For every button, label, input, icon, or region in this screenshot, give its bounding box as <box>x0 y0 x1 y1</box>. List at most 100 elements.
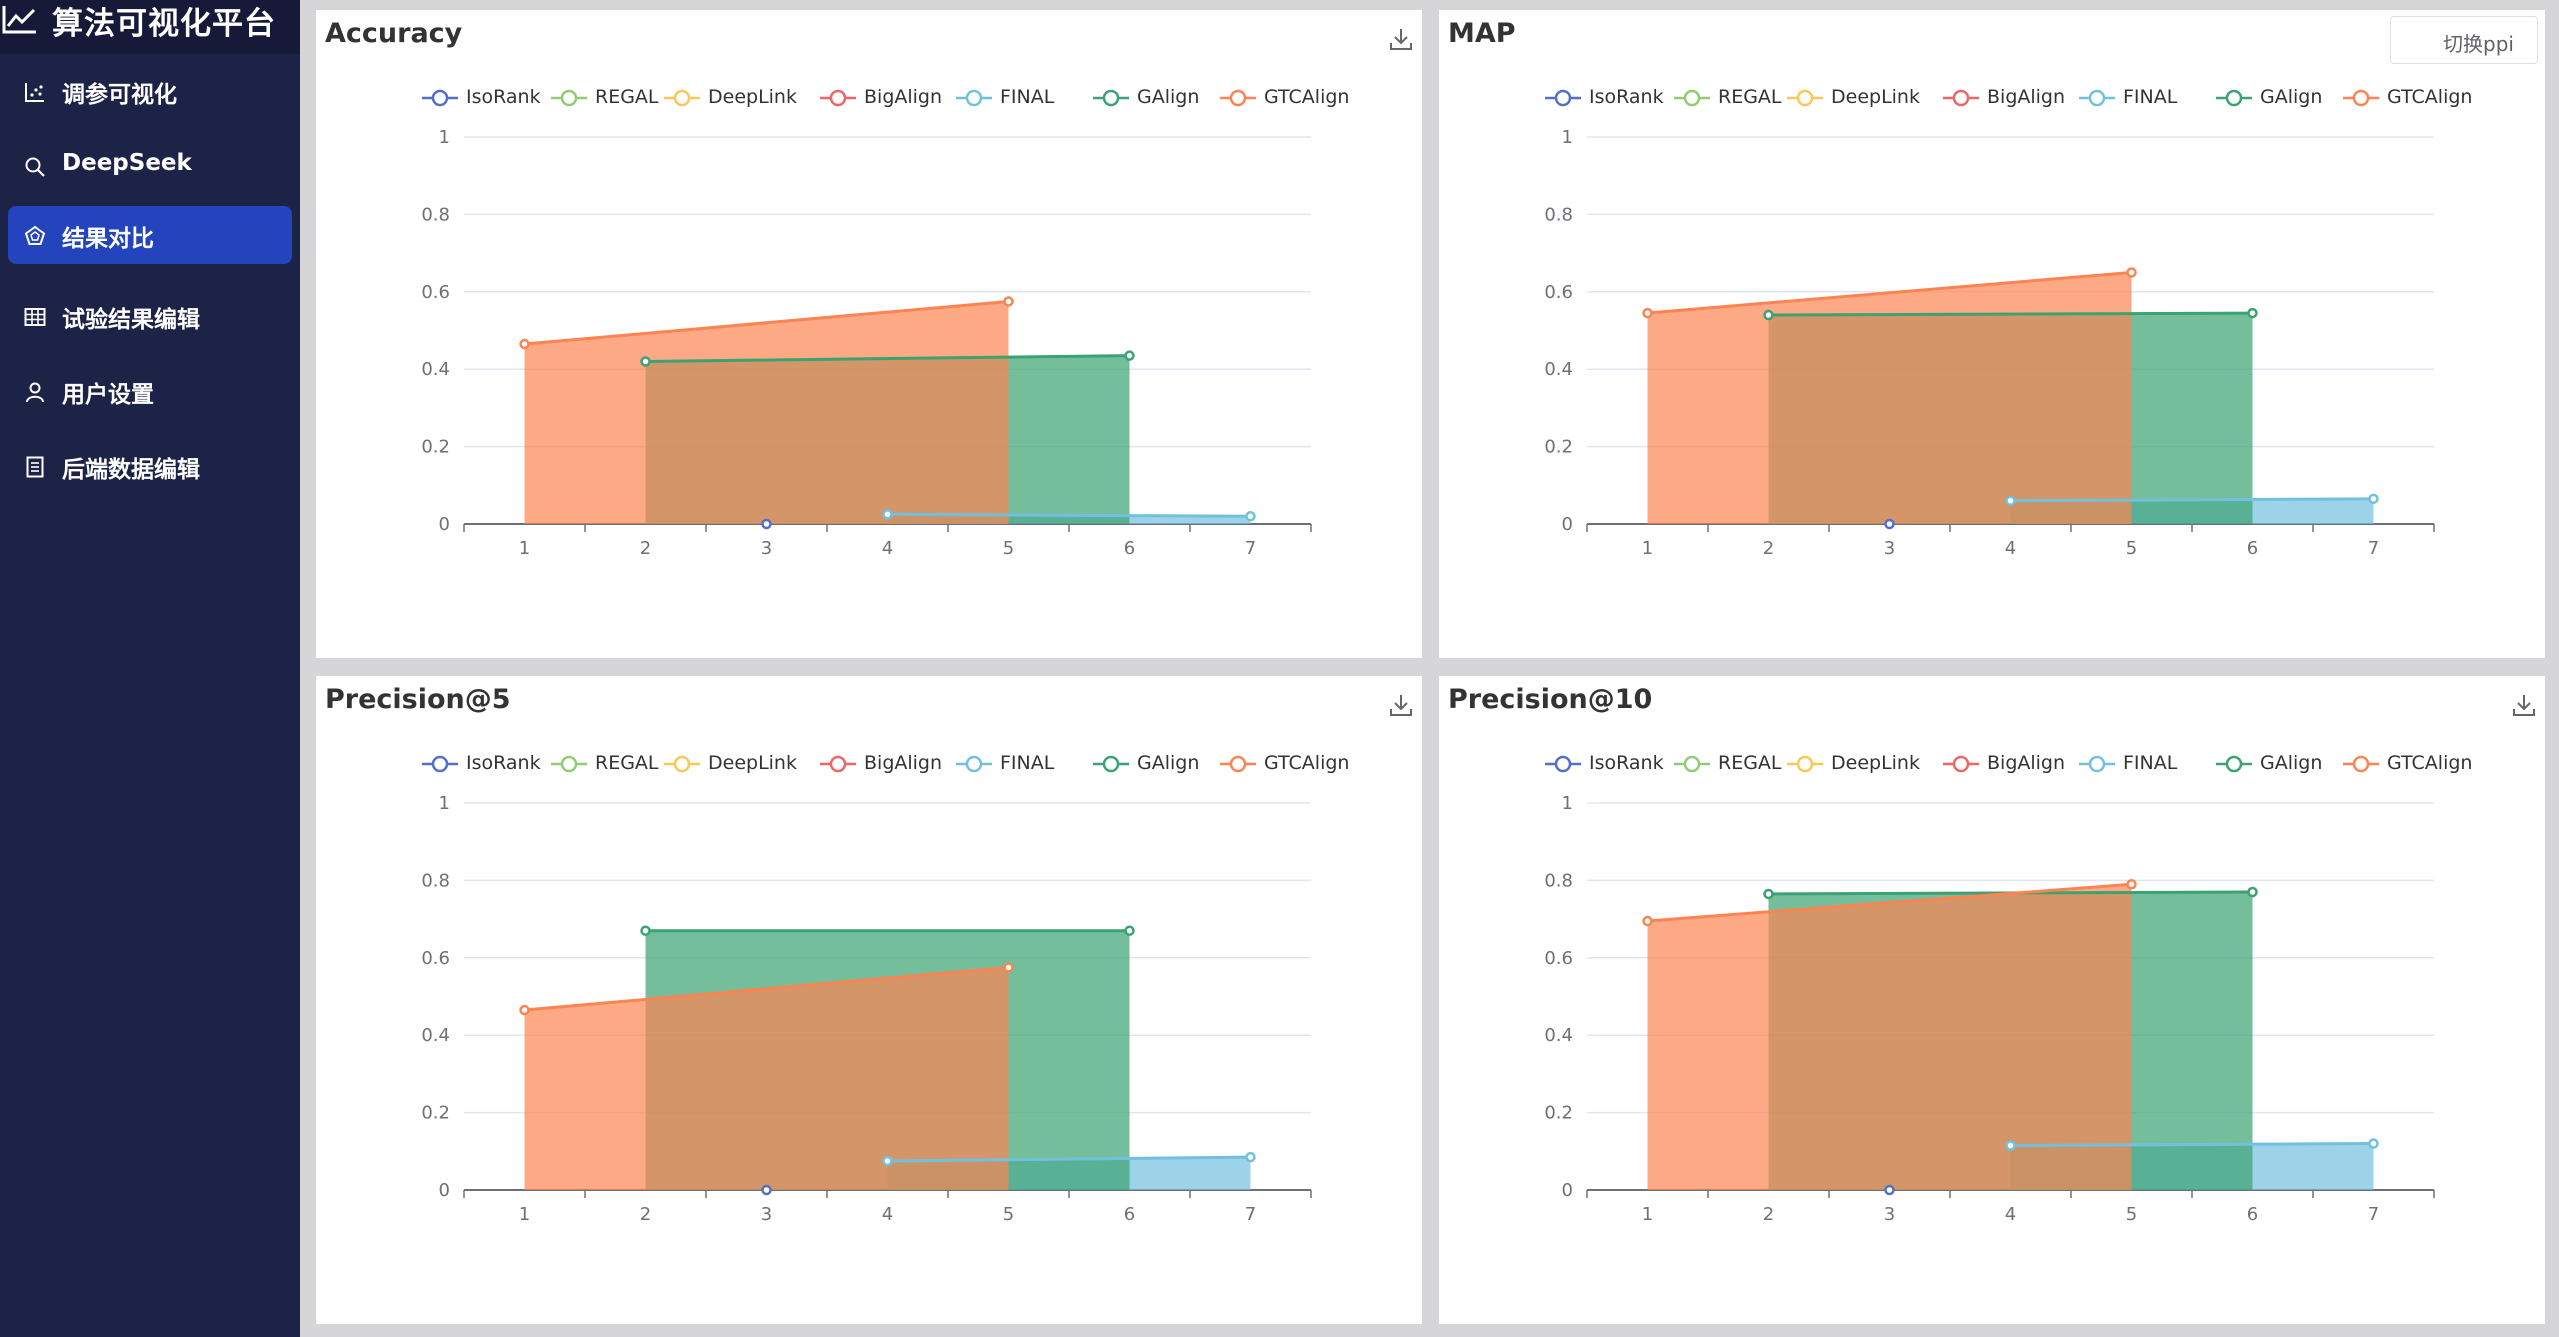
x-tick-label: 5 <box>1003 1204 1014 1225</box>
download-icon[interactable] <box>2511 692 2537 718</box>
legend-marker-icon <box>1220 89 1256 107</box>
y-tick-label: 0.6 <box>1544 282 1573 303</box>
legend-marker-icon <box>664 755 700 773</box>
chart-legend: IsoRank REGAL DeepLink BigAlign FINAL GAlign G… <box>316 750 1422 780</box>
y-tick-label: 1 <box>439 127 450 148</box>
x-tick-label: 2 <box>640 538 651 559</box>
download-icon[interactable] <box>1388 692 1414 718</box>
x-tick-label: 1 <box>519 538 530 559</box>
legend-label: BigAlign <box>864 86 943 108</box>
x-tick-label: 4 <box>882 1204 893 1225</box>
y-tick-label: 0.8 <box>421 870 450 891</box>
legend-label: GTCAlign <box>2387 86 2473 108</box>
data-point-galign <box>2247 307 2258 319</box>
x-tick-label: 2 <box>1763 538 1774 559</box>
legend-label: FINAL <box>2123 86 2178 108</box>
download-icon[interactable] <box>1388 26 1414 52</box>
chart-panel-accuracy: Accuracy IsoRank REGAL DeepLink BigAlign FIN… <box>316 10 1422 658</box>
chart-title: Precision@10 <box>1448 684 1653 715</box>
legend-marker-icon <box>422 89 458 107</box>
legend-label: REGAL <box>595 86 659 108</box>
chart-legend: IsoRank REGAL DeepLink BigAlign FINAL GAlign G… <box>1439 84 2545 114</box>
legend-label: IsoRank <box>466 752 541 774</box>
x-tick-label: 2 <box>640 1204 651 1225</box>
legend-marker-icon <box>2343 755 2379 773</box>
y-tick-label: 0.4 <box>1544 359 1573 380</box>
x-tick-label: 6 <box>1124 538 1135 559</box>
x-tick-label: 7 <box>1245 538 1256 559</box>
legend-marker-icon <box>1787 89 1823 107</box>
sidebar-item-backend-data-edit[interactable]: 后端数据编辑 <box>8 437 292 495</box>
x-tick-label: 4 <box>2005 1204 2016 1225</box>
sidebar-item-experiment-edit[interactable]: 试验结果编辑 <box>8 287 292 345</box>
chart-title: Precision@5 <box>325 684 511 715</box>
document-icon <box>26 456 44 478</box>
switch-ppi-label: 切换ppi <box>2443 32 2514 56</box>
data-point-galign <box>1124 350 1135 361</box>
data-point-galign <box>640 356 651 367</box>
legend-label: REGAL <box>1718 86 1782 108</box>
x-tick-label: 4 <box>2005 538 2016 559</box>
chart-title: Accuracy <box>325 18 463 49</box>
legend-label: BigAlign <box>864 752 943 774</box>
area-chart: 0 0.2 0.4 0.6 0.8 1 1 2 3 4 5 6 7 <box>421 793 1312 1225</box>
sidebar-item-param-visualization[interactable]: 调参可视化 <box>8 62 292 120</box>
legend-marker-icon <box>1674 89 1710 107</box>
data-point-isorank <box>1884 1184 1895 1196</box>
data-point-gtcalign <box>2126 267 2137 278</box>
sidebar-item-label: DeepSeek <box>62 150 192 176</box>
legend-label: FINAL <box>1000 752 1055 774</box>
legend-label: REGAL <box>595 752 659 774</box>
sidebar-item-user-settings[interactable]: 用户设置 <box>8 362 292 420</box>
data-point-gtcalign <box>1003 296 1014 307</box>
legend-marker-icon <box>551 755 587 773</box>
x-tick-label: 3 <box>1884 538 1895 559</box>
data-point-isorank <box>761 1184 772 1196</box>
x-tick-label: 3 <box>761 538 772 559</box>
y-tick-label: 0.2 <box>421 1103 450 1124</box>
legend-marker-icon <box>422 755 458 773</box>
y-tick-label: 0.4 <box>421 359 450 380</box>
data-point-final <box>2005 495 2016 507</box>
legend-label: DeepLink <box>1831 86 1920 108</box>
data-point-isorank <box>761 518 772 530</box>
line-chart-icon <box>2 6 36 34</box>
data-point-galign <box>640 925 651 936</box>
series-line-final <box>887 512 1251 518</box>
legend-marker-icon <box>1220 755 1256 773</box>
legend-marker-icon <box>820 89 856 107</box>
y-tick-label: 1 <box>1562 793 1573 814</box>
y-tick-label: 0.8 <box>1544 870 1573 891</box>
legend-label: DeepLink <box>708 752 797 774</box>
sidebar-item-label: 后端数据编辑 <box>62 457 200 483</box>
sidebar-item-result-comparison[interactable]: 结果对比 <box>8 206 292 264</box>
sidebar-item-deepseek[interactable]: DeepSeek <box>8 137 292 195</box>
data-point-galign <box>1763 888 1774 900</box>
y-tick-label: 0.8 <box>1544 204 1573 225</box>
x-tick-label: 1 <box>1642 538 1653 559</box>
x-tick-label: 6 <box>2247 1204 2258 1225</box>
user-icon <box>26 382 44 403</box>
x-tick-label: 5 <box>2126 1204 2137 1225</box>
legend-marker-icon <box>956 755 992 773</box>
legend-marker-icon <box>2079 89 2115 107</box>
data-point-gtcalign <box>519 1004 530 1016</box>
y-tick-label: 0.8 <box>421 204 450 225</box>
switch-ppi-button[interactable]: 切换ppi <box>2390 16 2538 64</box>
x-tick-label: 7 <box>2368 1204 2379 1225</box>
x-tick-label: 1 <box>519 1204 530 1225</box>
legend-marker-icon <box>956 89 992 107</box>
series-line-gtcalign <box>524 965 1009 1012</box>
sidebar-item-label: 调参可视化 <box>62 82 177 108</box>
brand-header: 算法可视化平台 <box>0 0 300 54</box>
legend-marker-icon <box>664 89 700 107</box>
legend-label: GTCAlign <box>1264 752 1350 774</box>
y-tick-label: 0 <box>439 1180 450 1201</box>
legend-marker-icon <box>1093 755 1129 773</box>
x-tick-label: 5 <box>2126 538 2137 559</box>
data-point-galign <box>1763 309 1774 321</box>
series-line-gtcalign <box>524 299 1009 346</box>
legend-label: FINAL <box>1000 86 1055 108</box>
series-line-gtcalign <box>1647 270 2132 315</box>
data-point-gtcalign <box>519 338 530 350</box>
